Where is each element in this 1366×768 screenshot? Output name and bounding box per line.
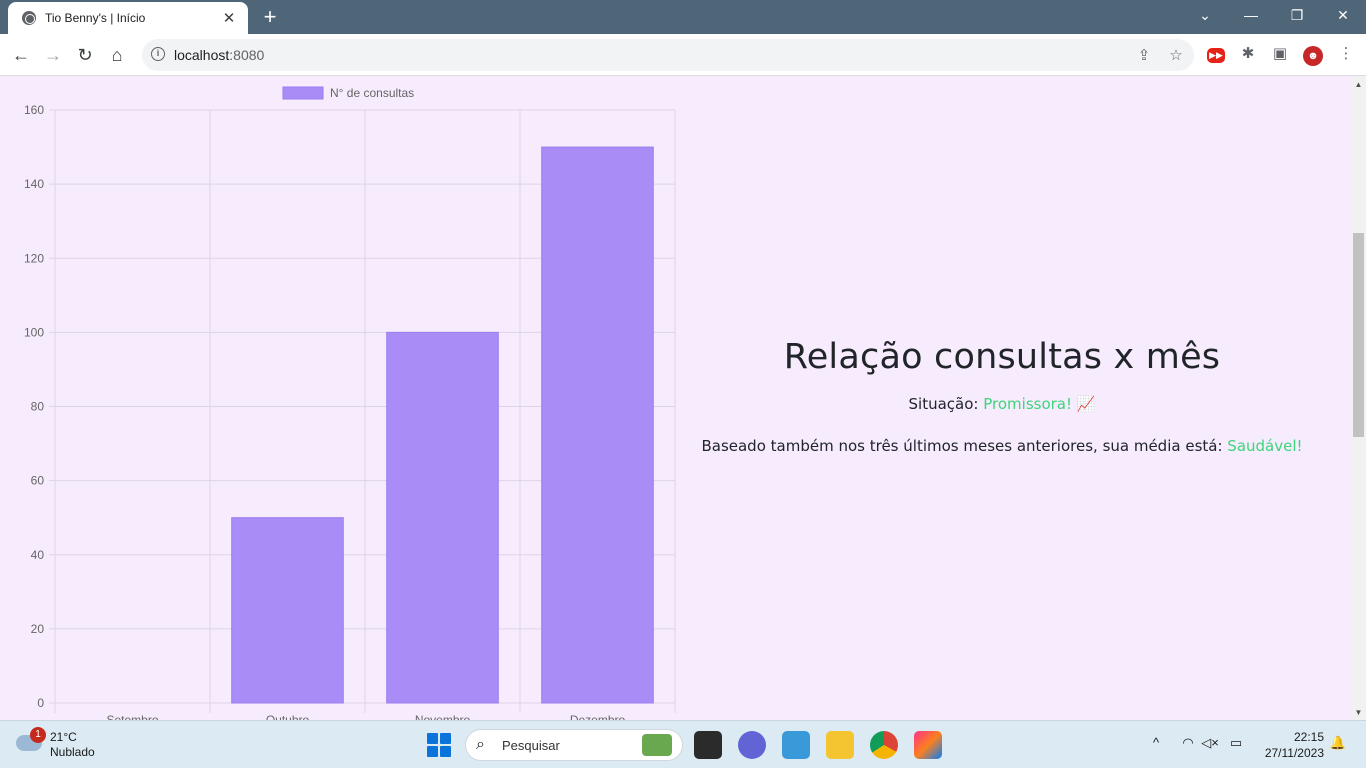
legend-label: N° de consultas [330, 86, 414, 100]
site-info-icon[interactable]: i [151, 47, 165, 61]
taskbar-search[interactable]: ⌕ Pesquisar [465, 729, 683, 761]
store-icon[interactable] [782, 731, 810, 759]
minimize-button[interactable]: — [1244, 7, 1258, 23]
file-explorer-icon[interactable] [826, 731, 854, 759]
browser-tab[interactable]: Tio Benny's | Início ✕ [8, 2, 248, 34]
wifi-icon[interactable]: ◠ [1182, 735, 1194, 750]
average-text: Baseado também nos três últimos meses an… [701, 437, 1223, 455]
bookmark-star-icon[interactable]: ☆ [1169, 47, 1183, 64]
notification-bell-icon[interactable]: 🔔 [1329, 735, 1347, 750]
legend-swatch [282, 86, 324, 100]
browser-toolbar: ← → ↻ ⌂ i localhost:8080 ⇪ ☆ ▶▶ ✱ ▣ ☻ ⋮ [0, 34, 1366, 76]
tab-title: Tio Benny's | Início [45, 11, 146, 25]
chrome-icon[interactable] [870, 731, 898, 759]
tab-search-icon[interactable]: ⌄ [1199, 7, 1211, 23]
weather-temperature: 21°C [50, 730, 77, 744]
search-placeholder: Pesquisar [502, 738, 560, 753]
y-tick-label: 60 [31, 474, 45, 488]
status-label: Situação: [908, 395, 979, 413]
volume-muted-icon[interactable]: ◁× [1201, 735, 1219, 750]
y-tick-label: 140 [24, 177, 44, 191]
page-viewport: 0 20 40 60 80 100 120 140 160 Setembro Outubro Nove… [0, 77, 1351, 720]
x-tick-label: Outubro [266, 713, 310, 720]
globe-icon [22, 11, 36, 25]
x-tick-label: Dezembro [570, 713, 626, 720]
chart-increasing-icon: 📈 [1076, 395, 1096, 413]
weather-widget[interactable]: 1 21°C Nublado [16, 727, 126, 763]
restore-button[interactable]: ❐ [1290, 7, 1304, 23]
y-tick-label: 0 [37, 696, 44, 710]
intellij-icon[interactable] [914, 731, 942, 759]
weather-condition: Nublado [50, 745, 95, 759]
clock-time: 22:15 [1293, 730, 1324, 744]
tab-close-icon[interactable]: ✕ [222, 10, 236, 27]
teams-chat-icon[interactable] [738, 731, 766, 759]
share-icon[interactable]: ⇪ [1137, 47, 1151, 64]
search-icon: ⌕ [476, 736, 485, 753]
show-hidden-icons-chevron-icon[interactable]: ^ [1152, 735, 1160, 750]
battery-icon[interactable]: ▭ [1229, 735, 1243, 750]
browser-titlebar: Tio Benny's | Início ✕ + ⌄ — ❐ ✕ [0, 0, 1366, 34]
extensions-puzzle-icon[interactable]: ✱ [1241, 45, 1255, 62]
search-highlight-icon [642, 734, 672, 756]
vertical-scrollbar[interactable]: ▲ ▼ [1351, 77, 1366, 720]
task-view-icon[interactable] [694, 731, 722, 759]
scrollbar-thumb[interactable] [1353, 233, 1364, 437]
scroll-down-arrow-icon[interactable]: ▼ [1354, 708, 1363, 717]
notification-badge: 1 [30, 727, 46, 743]
bar-outubro [231, 517, 344, 704]
reload-icon[interactable]: ↻ [77, 45, 93, 65]
windows-taskbar: 1 21°C Nublado ⌕ Pesquisar ^ ◠ ◁× ▭ 22:1… [0, 720, 1366, 768]
close-window-button[interactable]: ✕ [1337, 7, 1349, 23]
side-panel-icon[interactable]: ▣ [1272, 45, 1288, 62]
average-value: Saudável! [1227, 437, 1303, 455]
bar-dezembro [541, 146, 654, 704]
average-line: Baseado também nos três últimos meses an… [700, 437, 1304, 455]
status-line: Situação: Promissora! 📈 [700, 395, 1304, 413]
scroll-up-arrow-icon[interactable]: ▲ [1354, 80, 1363, 89]
y-tick-label: 100 [24, 325, 44, 339]
y-tick-label: 20 [31, 622, 45, 636]
summary-panel: Relação consultas x mês Situação: Promis… [700, 337, 1304, 455]
home-icon[interactable]: ⌂ [111, 45, 123, 65]
new-tab-button[interactable]: + [263, 4, 277, 29]
clock-date: 27/11/2023 [1264, 746, 1324, 760]
forward-arrow-icon[interactable]: → [44, 45, 62, 65]
back-arrow-icon[interactable]: ← [12, 45, 30, 65]
youtube-extension-icon[interactable]: ▶▶ [1207, 48, 1225, 63]
x-tick-label: Setembro [106, 713, 158, 720]
page-title: Relação consultas x mês [783, 337, 1221, 377]
profile-avatar[interactable]: ☻ [1303, 46, 1323, 66]
y-tick-label: 80 [31, 400, 45, 414]
windows-start-icon[interactable] [427, 733, 451, 757]
menu-kebab-icon[interactable]: ⋮ [1338, 45, 1354, 62]
y-tick-label: 40 [31, 548, 45, 562]
url-text[interactable]: localhost:8080 [174, 47, 265, 63]
y-tick-label: 160 [24, 103, 44, 117]
y-tick-label: 120 [24, 251, 44, 265]
bar-novembro [386, 331, 499, 704]
address-bar[interactable]: i localhost:8080 ⇪ ☆ [142, 39, 1194, 71]
taskbar-clock[interactable]: 22:15 27/11/2023 [1254, 729, 1324, 761]
bar-chart: 0 20 40 60 80 100 120 140 160 Setembro Outubro Nove… [24, 86, 676, 720]
x-tick-label: Novembro [415, 713, 471, 720]
status-value: Promissora! [983, 395, 1073, 413]
